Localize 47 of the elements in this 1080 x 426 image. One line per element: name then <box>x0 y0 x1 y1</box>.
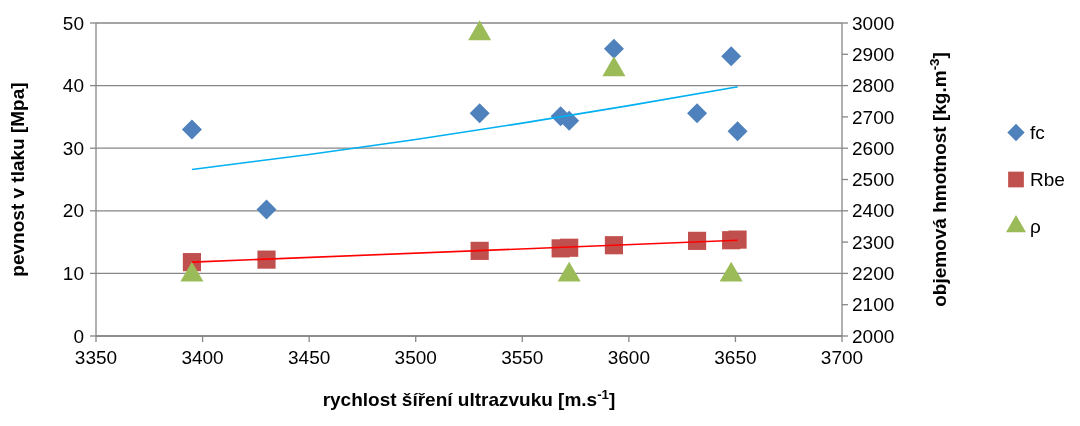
x-tick-label: 3700 <box>820 347 864 368</box>
y2-tick-label: 2100 <box>852 294 895 316</box>
point <box>687 103 708 124</box>
legend-label: Rbe <box>1030 169 1065 191</box>
y-axis-title: pevnost v tlaku [Mpa] <box>7 82 28 277</box>
y-tick-label: 40 <box>62 75 84 97</box>
y2-tick-label: 2200 <box>852 263 895 285</box>
y-tick-label: 0 <box>73 325 84 347</box>
y-tick-label: 50 <box>62 12 84 34</box>
point <box>559 110 580 131</box>
legend-label: fc <box>1030 122 1045 144</box>
line-series <box>191 86 739 171</box>
y-tick-label: 30 <box>62 137 84 159</box>
point <box>728 230 747 249</box>
y2-tick-label: 2300 <box>852 231 895 253</box>
point <box>727 121 748 142</box>
y2-tick-label: 2900 <box>852 43 895 65</box>
point <box>257 250 276 269</box>
x-tick-label: 3600 <box>607 347 650 368</box>
y-tick-label: 10 <box>62 263 84 285</box>
x-tick-label: 3650 <box>714 347 757 368</box>
y2-tick-label: 3000 <box>852 12 895 34</box>
point <box>719 261 743 282</box>
point <box>470 241 489 260</box>
point <box>469 103 490 124</box>
point <box>256 199 277 220</box>
x-tick-label: 3450 <box>288 347 331 368</box>
point <box>603 38 624 59</box>
y2-tick-label: 2000 <box>852 325 895 347</box>
y2-tick-label: 2700 <box>852 106 895 128</box>
point <box>557 261 581 282</box>
y2-tick-label: 2400 <box>852 200 895 222</box>
y-tick-label: 20 <box>62 200 84 222</box>
x-tick-label: 3350 <box>74 347 118 368</box>
x-tick-label: 3500 <box>394 347 437 368</box>
point <box>181 119 202 140</box>
point <box>721 46 742 67</box>
point <box>180 261 204 282</box>
point <box>468 20 492 41</box>
point <box>602 56 626 77</box>
y2-tick-label: 2500 <box>852 169 895 191</box>
x-tick-label: 3400 <box>181 347 224 368</box>
x-axis-title: rychlost šíření ultrazvuku [m.s$^{-1}$] <box>322 386 616 410</box>
legend-label: ρ <box>1030 216 1041 238</box>
x-tick-label: 3550 <box>501 347 544 368</box>
y2-tick-label: 2600 <box>852 137 895 159</box>
y2-tick-label: 2800 <box>852 75 895 97</box>
